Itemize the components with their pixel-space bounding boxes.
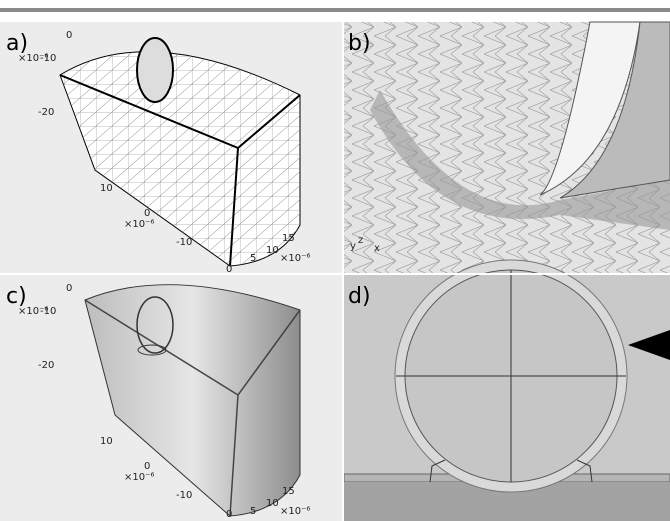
axis-tick-label: ×10⁻⁶ [280,506,310,517]
axis-tick-label: 5 [250,253,256,264]
axis-tick-label: 0 [144,461,150,472]
axis-tick-label: -10 [176,490,192,501]
axis-tick-label: 0 [66,283,72,294]
axis-tick-label: 10 [266,498,279,509]
panel-label: b) [348,31,371,56]
axis-tick-label: 0 [226,264,232,275]
axis-tick-label: 0 [144,208,150,219]
axis-tick-label: 15 [282,233,295,244]
axis-tick-label: 0 [66,30,72,41]
panel-b [344,22,670,273]
axis-tick-label: 10 [266,245,279,256]
panel-label: d) [348,284,371,309]
axis-tick-label: -10 [176,237,192,248]
axis-tick-label: -10 [40,53,56,64]
axis-tick-label: 0 [226,509,232,520]
axis-tick-label: 5 [250,506,256,517]
axis-tick-label: 10 [100,183,113,194]
axis-tick-label: ×10⁻⁶ [124,219,154,230]
figure: a) b) c) d) 0×10⁻⁶-10-20100×10⁻⁶-1015105… [0,0,670,521]
axis-tick-label: -20 [38,360,54,371]
axis-tick-label: x [374,243,380,254]
panel-d [344,260,670,521]
axis-tick-label: z [358,235,363,246]
axis-tick-label: -20 [38,107,54,118]
axis-tick-label: 10 [100,436,113,447]
axis-tick-label: y [350,241,356,252]
axis-tick-label: -10 [40,306,56,317]
top-rule [0,8,670,12]
axis-tick-label: ×10⁻⁶ [124,472,154,483]
axis-tick-label: 15 [282,486,295,497]
axis-tick-label: ×10⁻⁶ [280,253,310,264]
